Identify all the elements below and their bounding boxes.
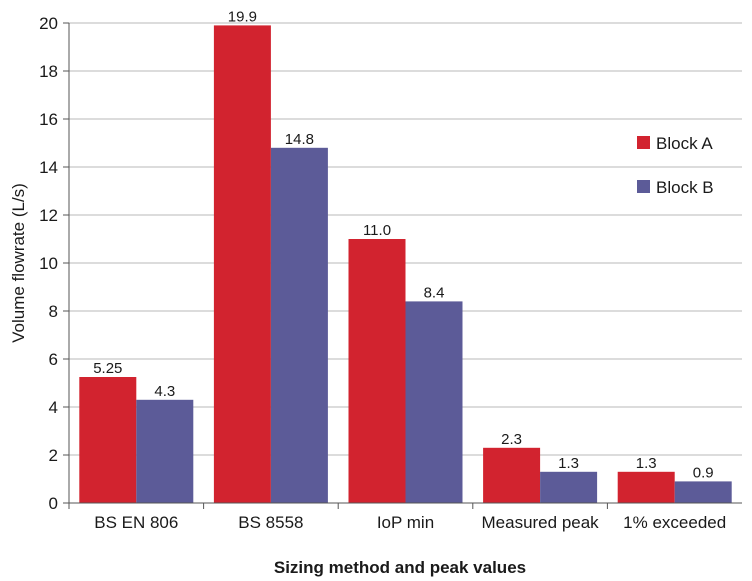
bar-block-a <box>348 239 406 503</box>
bar-block-a <box>617 471 675 503</box>
legend-swatch <box>637 136 650 149</box>
x-tick-label: Measured peak <box>482 513 600 532</box>
bar-block-b <box>405 301 463 503</box>
data-label: 1.3 <box>558 455 579 472</box>
bar-block-a <box>79 377 137 503</box>
legend-label: Block B <box>656 178 714 197</box>
bar-block-b <box>540 471 598 503</box>
y-tick-label: 0 <box>49 494 58 513</box>
y-tick-label: 12 <box>39 206 58 225</box>
bar-block-b <box>270 147 328 504</box>
data-labels: 5.25 4.3 19.9 14.8 11.0 8.4 2.3 1.3 1.3 0.9 <box>93 8 713 481</box>
bars <box>79 25 732 504</box>
x-tick-label: 1% exceeded <box>623 513 726 532</box>
y-tick-label: 6 <box>49 350 58 369</box>
y-tick-label: 8 <box>49 302 58 321</box>
bar-block-a <box>213 25 271 504</box>
y-tick-label: 16 <box>39 110 58 129</box>
y-tick-label: 4 <box>49 398 58 417</box>
axes: 0 2 4 6 8 10 12 14 16 18 20 BS EN 806 BS 8558 IoP min… <box>39 14 742 532</box>
y-tick-label: 20 <box>39 14 58 33</box>
data-label: 11.0 <box>363 222 391 239</box>
data-label: 2.3 <box>501 431 522 448</box>
legend-label: Block A <box>656 134 713 153</box>
data-label: 14.8 <box>285 131 314 148</box>
y-tick-label: 2 <box>49 446 58 465</box>
data-label: 4.3 <box>154 383 175 400</box>
data-label: 5.25 <box>93 360 122 377</box>
legend-swatch <box>637 180 650 193</box>
y-tick-label: 10 <box>39 254 58 273</box>
data-label: 8.4 <box>424 284 445 301</box>
legend: Block A Block B <box>637 134 714 197</box>
data-label: 0.9 <box>693 464 714 481</box>
data-label: 19.9 <box>228 8 257 25</box>
data-label: 1.3 <box>636 455 657 472</box>
bar-block-b <box>136 399 194 503</box>
x-tick-label: BS EN 806 <box>94 513 178 532</box>
y-tick-label: 14 <box>39 158 58 177</box>
x-tick-label: IoP min <box>377 513 434 532</box>
x-axis-title: Sizing method and peak values <box>274 558 526 577</box>
y-axis-title: Volume flowrate (L/s) <box>9 183 28 343</box>
x-tick-label: BS 8558 <box>238 513 303 532</box>
bar-block-a <box>483 447 541 503</box>
bar-block-b <box>674 481 732 503</box>
y-tick-label: 18 <box>39 62 58 81</box>
